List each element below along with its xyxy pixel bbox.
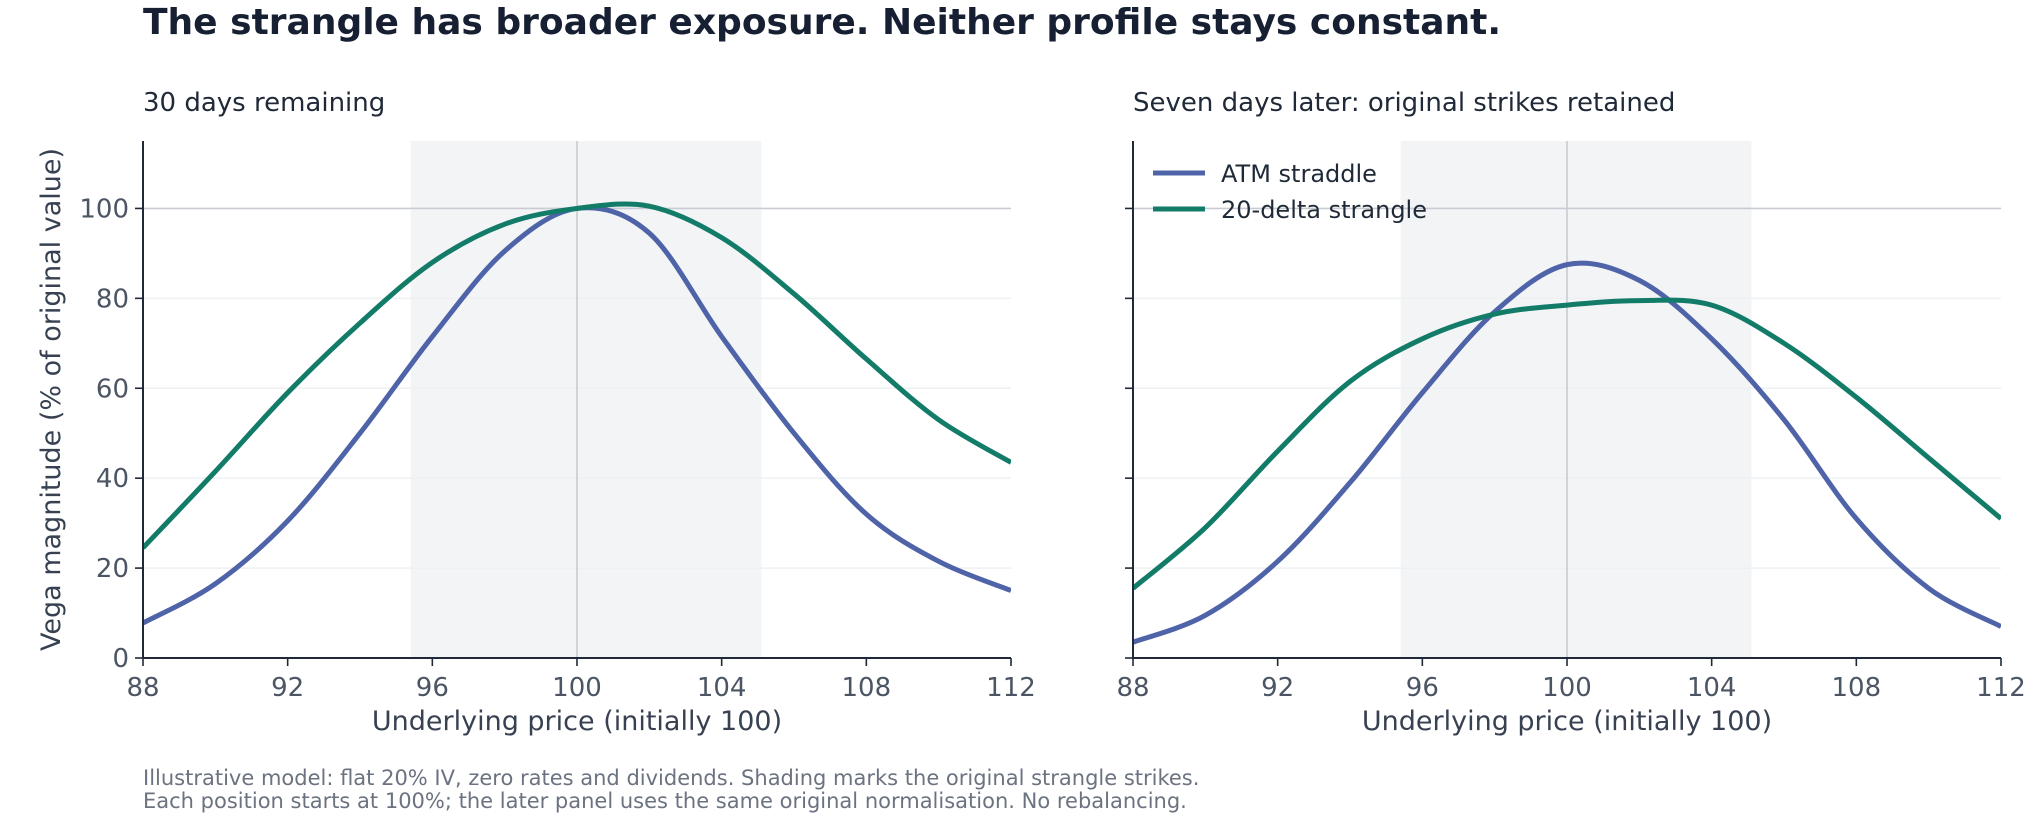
- x-tick-label-96: 96: [416, 673, 449, 703]
- y-tick-label-80: 80: [96, 284, 129, 314]
- x-tick-label-92: 92: [271, 673, 304, 703]
- x-tick-label-92: 92: [1261, 673, 1294, 703]
- x-tick-label-108: 108: [1832, 673, 1882, 703]
- x-tick-label-104: 104: [1687, 673, 1737, 703]
- x-tick-label-96: 96: [1406, 673, 1439, 703]
- x-tick-label-88: 88: [1116, 673, 1149, 703]
- x-tick-label-108: 108: [842, 673, 892, 703]
- x-tick-label-100: 100: [1542, 673, 1592, 703]
- chart-title: The strangle has broader exposure. Neith…: [143, 2, 1502, 43]
- strike-shading-band: [410, 141, 762, 658]
- panel-title: Seven days later: original strikes retai…: [1133, 88, 1675, 118]
- series-line-strangle: [143, 201, 1011, 550]
- y-tick-label-20: 20: [96, 554, 129, 584]
- y-tick-label-40: 40: [96, 464, 129, 494]
- x-tick-label-88: 88: [126, 673, 159, 703]
- series-line-strangle: [1133, 297, 2001, 591]
- legend: ATM straddle 20-delta strangle: [1153, 160, 1427, 224]
- y-tick-label-0: 0: [112, 644, 129, 674]
- series-line-straddle: [1133, 260, 2001, 645]
- y-tick-label-60: 60: [96, 374, 129, 404]
- x-tick-label-112: 112: [1976, 673, 2026, 703]
- x-axis-label: Underlying price (initially 100): [1362, 706, 1772, 737]
- footnote-line-2: Each position starts at 100%; the later …: [143, 789, 1187, 813]
- y-tick-label-100: 100: [79, 194, 129, 224]
- strike-shading-band: [1400, 141, 1752, 658]
- x-tick-label-100: 100: [552, 673, 602, 703]
- x-tick-label-104: 104: [697, 673, 747, 703]
- legend-label-strangle: 20-delta strangle: [1221, 196, 1427, 224]
- x-axis-label: Underlying price (initially 100): [372, 706, 782, 737]
- y-axis-label: Vega magnitude (% of original value): [36, 148, 67, 651]
- panel-1: 88 92 96 100 104 108 112 0 20 40 60 80 100 30 days re…: [36, 88, 1036, 737]
- panel-2: 88 92 96 100 104 108 112 Seven days later: orig…: [1116, 88, 2025, 737]
- footnote-line-1: Illustrative model: flat 20% IV, zero ra…: [143, 766, 1200, 790]
- x-tick-label-112: 112: [986, 673, 1036, 703]
- panel-title: 30 days remaining: [143, 88, 385, 118]
- legend-label-straddle: ATM straddle: [1221, 160, 1377, 188]
